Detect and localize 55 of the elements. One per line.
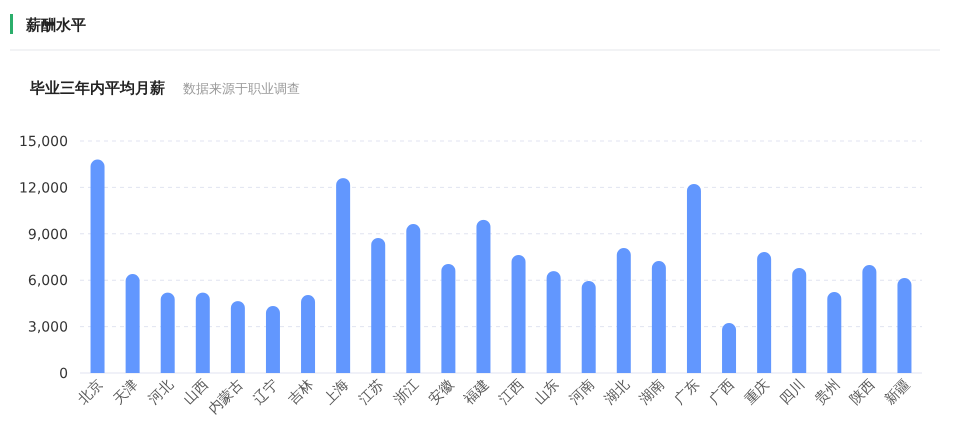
- bar: [371, 238, 386, 373]
- bar: [90, 160, 105, 373]
- x-tick-label: 广东: [672, 376, 703, 408]
- y-tick-label: 12,000: [19, 180, 68, 196]
- x-tick-label: 浙江: [391, 376, 422, 408]
- bar: [336, 178, 350, 373]
- bar: [616, 248, 631, 373]
- x-tick-label: 辽宁: [250, 376, 282, 408]
- chart-subtitle: 毕业三年内平均月薪: [29, 79, 165, 97]
- chart-title: 薪酬水平: [25, 16, 86, 34]
- bar: [862, 265, 876, 373]
- y-tick-label: 0: [59, 366, 68, 382]
- x-tick-label: 天津: [110, 376, 142, 408]
- x-tick-label: 陕西: [847, 376, 878, 408]
- x-tick-label: 江西: [496, 376, 528, 408]
- bar: [792, 268, 806, 373]
- x-tick-label: 江苏: [356, 376, 388, 408]
- y-tick-label: 9,000: [28, 226, 68, 243]
- bar: [406, 224, 420, 373]
- x-tick-label: 福建: [461, 376, 492, 408]
- bar: [266, 306, 280, 373]
- x-tick-label: 河南: [566, 376, 598, 408]
- bar: [652, 261, 666, 373]
- bar: [160, 292, 175, 373]
- bar: [441, 264, 456, 373]
- bar: [582, 280, 596, 373]
- y-tick-label: 3,000: [28, 320, 68, 336]
- bar: [827, 292, 842, 373]
- bar: [722, 323, 736, 373]
- bar: [512, 255, 526, 373]
- bar: [126, 274, 140, 373]
- x-tick-label: 安徽: [426, 376, 458, 408]
- bar: [301, 295, 316, 373]
- bar: [757, 252, 772, 373]
- bar: [546, 271, 561, 373]
- bar: [476, 220, 490, 373]
- bar: [686, 184, 701, 373]
- bar: [230, 301, 245, 373]
- x-tick-label: 广西: [706, 376, 738, 408]
- bar: [196, 292, 210, 373]
- x-tick-label: 四川: [776, 376, 808, 408]
- x-tick-label: 河北: [145, 376, 177, 408]
- y-tick-label: 15,000: [19, 134, 68, 150]
- bar: [897, 278, 912, 373]
- x-tick-label: 贵州: [812, 376, 844, 408]
- x-tick-label: 新疆: [882, 376, 914, 408]
- x-tick-label: 上海: [320, 376, 352, 408]
- y-tick-label: 6,000: [28, 273, 68, 290]
- x-tick-label: 北京: [75, 376, 106, 408]
- x-tick-label: 重庆: [742, 376, 773, 408]
- x-tick-label: 湖南: [636, 376, 668, 408]
- x-tick-label: 山东: [531, 376, 562, 408]
- text: 数据来源于职业调查: [183, 82, 300, 97]
- x-tick-label: 湖北: [602, 376, 633, 408]
- x-tick-label: 吉林: [286, 376, 317, 408]
